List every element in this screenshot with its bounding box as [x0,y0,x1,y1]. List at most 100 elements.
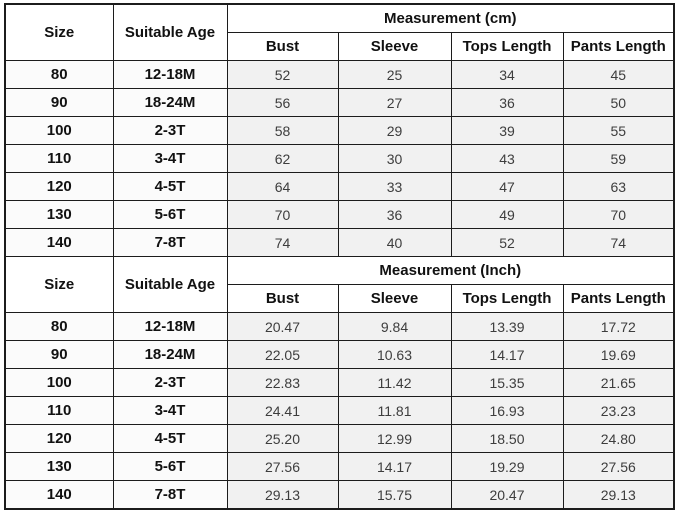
tops-length-value-cell: 18.50 [450,424,564,453]
suitable-age-cell: 3-4T [112,396,228,425]
inch-section: Size Suitable Age Measurement (Inch) Bus… [4,256,675,313]
sleeve-column-header: Sleeve [337,284,452,313]
bust-value-cell: 27.56 [226,452,339,481]
cm-title-row: Size Suitable Age Measurement (cm) [4,3,675,61]
size-cell: 130 [4,200,114,229]
tops-length-value-cell: 47 [450,172,564,201]
tops-length-column-header: Tops Length [450,32,564,61]
sleeve-value-cell: 30 [337,144,452,173]
sleeve-value-cell: 11.42 [337,368,452,397]
table-row: 140 7-8T 29.13 15.75 20.47 29.13 [4,480,675,510]
bust-value-cell: 20.47 [226,312,339,341]
size-column-header: Size [4,256,114,313]
bust-value-cell: 22.05 [226,340,339,369]
measurement-cm-title: Measurement (cm) [226,3,675,33]
tops-length-value-cell: 16.93 [450,396,564,425]
bust-value-cell: 74 [226,228,339,257]
table-row: 110 3-4T 24.41 11.81 16.93 23.23 [4,396,675,425]
pants-length-value-cell: 63 [562,172,675,201]
pants-length-column-header: Pants Length [562,284,675,313]
sleeve-value-cell: 33 [337,172,452,201]
suitable-age-column-header: Suitable Age [112,256,228,313]
tops-length-value-cell: 49 [450,200,564,229]
table-row: 90 18-24M 56 27 36 50 [4,88,675,117]
pants-length-value-cell: 24.80 [562,424,675,453]
tops-length-value-cell: 36 [450,88,564,117]
pants-length-value-cell: 59 [562,144,675,173]
tops-length-value-cell: 52 [450,228,564,257]
size-cell: 80 [4,60,114,89]
pants-length-value-cell: 55 [562,116,675,145]
measurement-inch-title: Measurement (Inch) [226,256,675,285]
size-column-header: Size [4,3,114,61]
pants-length-value-cell: 29.13 [562,480,675,510]
suitable-age-cell: 7-8T [112,228,228,257]
pants-length-value-cell: 70 [562,200,675,229]
sleeve-value-cell: 27 [337,88,452,117]
size-cell: 120 [4,172,114,201]
table-row: 80 12-18M 52 25 34 45 [4,60,675,89]
size-cell: 130 [4,452,114,481]
tops-length-value-cell: 20.47 [450,480,564,510]
size-cell: 100 [4,368,114,397]
size-cell: 110 [4,144,114,173]
bust-value-cell: 29.13 [226,480,339,510]
tops-length-value-cell: 14.17 [450,340,564,369]
size-cell: 80 [4,312,114,341]
table-row: 130 5-6T 27.56 14.17 19.29 27.56 [4,452,675,481]
suitable-age-cell: 7-8T [112,480,228,510]
inch-subheader-row: Bust Sleeve Tops Length Pants Length [5,284,675,313]
size-chart-table: Size Suitable Age Measurement (cm) Bust … [4,3,676,510]
bust-value-cell: 22.83 [226,368,339,397]
tops-length-value-cell: 34 [450,60,564,89]
size-cell: 100 [4,116,114,145]
suitable-age-cell: 4-5T [112,424,228,453]
suitable-age-cell: 12-18M [112,312,228,341]
pants-length-column-header: Pants Length [562,32,675,61]
bust-value-cell: 62 [226,144,339,173]
tops-length-column-header: Tops Length [450,284,564,313]
suitable-age-cell: 4-5T [112,172,228,201]
suitable-age-cell: 3-4T [112,144,228,173]
inch-title-row: Size Suitable Age Measurement (Inch) [4,256,675,313]
cm-data-rows: 80 12-18M 52 25 34 45 90 18-24M 56 27 36 50 100 2-3T 5… [4,60,675,257]
sleeve-value-cell: 40 [337,228,452,257]
pants-length-value-cell: 27.56 [562,452,675,481]
table-row: 90 18-24M 22.05 10.63 14.17 19.69 [4,340,675,369]
bust-value-cell: 58 [226,116,339,145]
size-cell: 120 [4,424,114,453]
suitable-age-cell: 5-6T [112,452,228,481]
suitable-age-cell: 2-3T [112,116,228,145]
table-row: 80 12-18M 20.47 9.84 13.39 17.72 [4,312,675,341]
tops-length-value-cell: 39 [450,116,564,145]
sleeve-value-cell: 29 [337,116,452,145]
suitable-age-cell: 18-24M [112,340,228,369]
sleeve-value-cell: 12.99 [337,424,452,453]
size-cell: 110 [4,396,114,425]
table-row: 100 2-3T 22.83 11.42 15.35 21.65 [4,368,675,397]
sleeve-value-cell: 15.75 [337,480,452,510]
suitable-age-cell: 5-6T [112,200,228,229]
bust-value-cell: 56 [226,88,339,117]
table-row: 100 2-3T 58 29 39 55 [4,116,675,145]
bust-value-cell: 64 [226,172,339,201]
sleeve-value-cell: 14.17 [337,452,452,481]
table-row: 120 4-5T 25.20 12.99 18.50 24.80 [4,424,675,453]
sleeve-value-cell: 36 [337,200,452,229]
pants-length-value-cell: 74 [562,228,675,257]
table-row: 110 3-4T 62 30 43 59 [4,144,675,173]
size-cell: 140 [4,480,114,510]
bust-value-cell: 25.20 [226,424,339,453]
pants-length-value-cell: 21.65 [562,368,675,397]
sleeve-value-cell: 11.81 [337,396,452,425]
cm-subheader-row: Bust Sleeve Tops Length Pants Length [5,32,675,61]
bust-column-header: Bust [226,284,339,313]
table-row: 130 5-6T 70 36 49 70 [4,200,675,229]
pants-length-value-cell: 45 [562,60,675,89]
pants-length-value-cell: 50 [562,88,675,117]
bust-value-cell: 24.41 [226,396,339,425]
cm-section: Size Suitable Age Measurement (cm) Bust … [4,3,675,61]
table-row: 120 4-5T 64 33 47 63 [4,172,675,201]
bust-column-header: Bust [226,32,339,61]
